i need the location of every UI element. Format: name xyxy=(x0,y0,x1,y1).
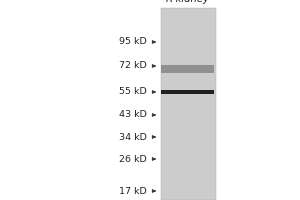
Text: 17 kD: 17 kD xyxy=(119,186,147,196)
Text: 55 kD: 55 kD xyxy=(119,88,147,97)
Bar xyxy=(160,65,214,73)
Text: 72 kD: 72 kD xyxy=(119,62,147,71)
Text: 34 kD: 34 kD xyxy=(119,132,147,142)
Text: R-kidney: R-kidney xyxy=(166,0,210,4)
Bar xyxy=(160,8,216,200)
Text: 43 kD: 43 kD xyxy=(119,110,147,119)
Text: 26 kD: 26 kD xyxy=(119,154,147,164)
Text: 95 kD: 95 kD xyxy=(119,38,147,46)
Bar xyxy=(160,90,214,94)
